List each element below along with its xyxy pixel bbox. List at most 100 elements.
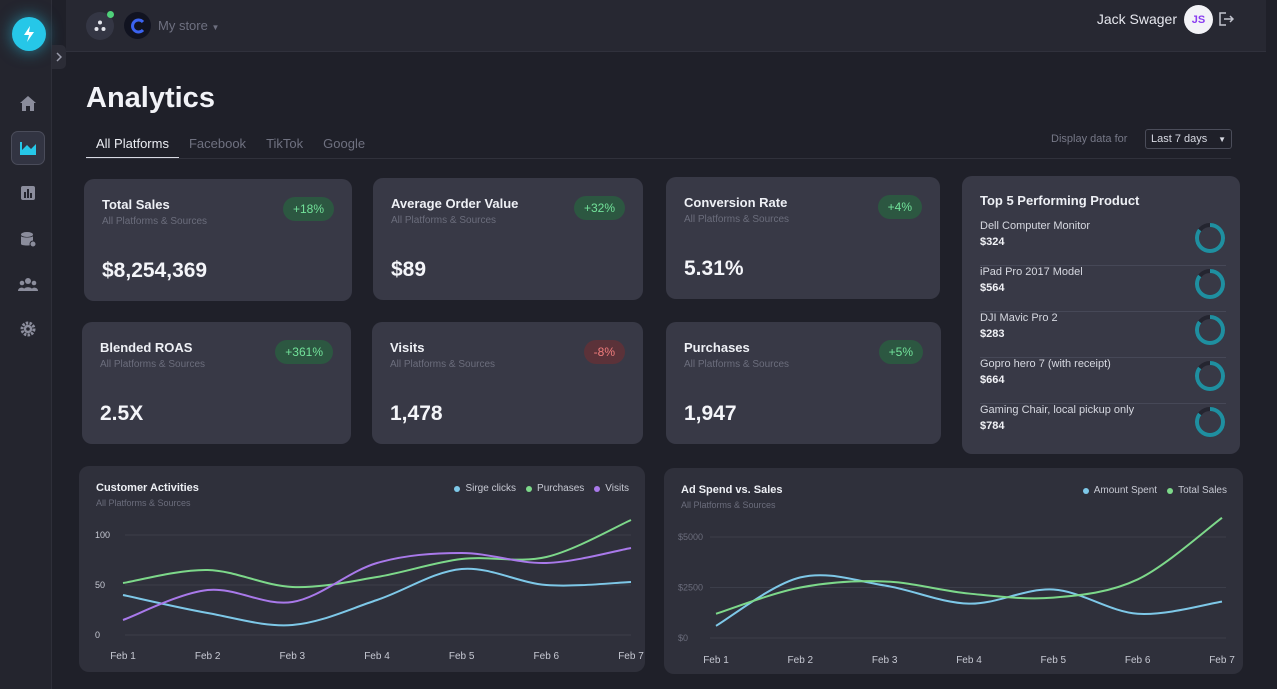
product-progress-ring [1195,407,1225,437]
product-price: $283 [980,328,1005,340]
product-name: Gaming Chair, local pickup only [980,404,1135,416]
legend-item: Sirge clicks [454,483,516,494]
top-products-card: Top 5 Performing Product Dell Computer M… [962,176,1240,454]
y-tick-label: 50 [95,580,105,590]
analytics-icon[interactable] [11,131,45,165]
kpi-value: 2.5X [100,402,144,425]
y-tick-label: 100 [95,530,110,540]
home-icon[interactable] [11,86,45,120]
product-name: iPad Pro 2017 Model [980,266,1083,278]
series-line [122,519,632,589]
kpi-change-badge: +4% [877,195,922,219]
x-tick-label: Feb 5 [1041,655,1067,666]
kpi-card-conversion-rate: Conversion Rate All Platforms & Sources … [666,177,940,299]
kpi-title: Conversion Rate [684,195,788,210]
chevron-down-icon: ▼ [211,23,220,32]
chart-legend: Sirge clicks Purchases Visits [444,483,629,494]
ring-fill [1195,407,1225,437]
product-item[interactable]: Gaming Chair, local pickup only $784 [980,404,1226,450]
tab-tiktok[interactable]: TikTok [266,136,304,151]
kpi-subtitle: All Platforms & Sources [684,359,790,370]
product-progress-ring [1195,223,1225,253]
x-tick-label: Feb 5 [449,651,475,662]
product-name: Gopro hero 7 (with receipt) [980,358,1111,370]
ring-fill [1195,223,1225,253]
legend-label: Visits [605,483,629,494]
kpi-card-total-sales: Total Sales All Platforms & Sources +18%… [84,179,352,301]
kpi-card-visits: Visits All Platforms & Sources -8% 1,478 [372,322,643,444]
tabs-divider [86,158,1231,159]
chevron-right-icon[interactable] [52,45,66,69]
x-tick-label: Feb 6 [534,651,560,662]
x-tick-label: Feb 1 [703,655,729,666]
x-tick-label: Feb 1 [110,651,136,662]
product-item[interactable]: DJI Mavic Pro 2 $283 [980,312,1226,358]
product-name: Dell Computer Monitor [980,220,1091,232]
product-item[interactable]: Dell Computer Monitor $324 [980,220,1226,266]
legend-label: Purchases [537,483,585,494]
legend-label: Total Sales [1178,485,1227,496]
kpi-change-badge: +361% [275,340,333,364]
date-range-value: Last 7 days [1151,133,1208,145]
kpi-subtitle: All Platforms & Sources [391,215,497,226]
logout-icon[interactable] [1216,9,1236,29]
product-item[interactable]: Gopro hero 7 (with receipt) $664 [980,358,1226,404]
product-progress-ring [1195,361,1225,391]
top-products-title: Top 5 Performing Product [980,193,1140,208]
kpi-value: 1,947 [684,402,737,425]
kpi-value: $8,254,369 [102,259,208,282]
top-bar: My store ▼ Jack Swager JS [66,0,1266,52]
product-progress-ring [1195,269,1225,299]
tab-all-platforms[interactable]: All Platforms [86,129,179,159]
database-icon[interactable] [11,222,45,256]
kpi-subtitle: All Platforms & Sources [102,216,208,227]
legend-dot [1082,487,1089,494]
legend-label: Amount Spent [1093,485,1158,496]
divider [980,265,1226,266]
ring-fill [1195,315,1225,345]
tab-google[interactable]: Google [323,136,366,151]
kpi-change-badge: +32% [573,196,625,220]
user-name: Jack Swager [1096,11,1177,27]
series-line [122,547,632,621]
tab-facebook[interactable]: Facebook [188,136,247,151]
chart-subtitle: All Platforms & Sources [681,500,776,510]
product-price: $564 [980,282,1005,294]
series-line [715,517,1223,615]
legend-dot [594,485,601,492]
lightning-icon[interactable] [12,17,46,51]
avatar[interactable]: JS [1184,5,1213,34]
display-data-label: Display data for [1051,133,1128,145]
bar-chart-icon[interactable] [11,176,45,210]
kpi-subtitle: All Platforms & Sources [100,359,206,370]
sidebar [0,0,52,689]
chart-subtitle: All Platforms & Sources [96,498,191,508]
legend-item: Visits [594,483,629,494]
ring-fill [1195,269,1225,299]
chart-legend: Amount Spent Total Sales [1073,485,1227,496]
series-line [715,574,1223,627]
x-tick-label: Feb 3 [280,651,306,662]
ad-spend-sales-chart-card: Ad Spend vs. Sales All Platforms & Sourc… [664,468,1243,674]
chevron-down-icon: ▼ [1218,134,1226,144]
date-range-select[interactable]: Last 7 days ▼ [1145,129,1232,149]
y-tick-label: $5000 [678,532,703,542]
kpi-title: Blended ROAS [100,340,193,355]
legend-item: Purchases [526,483,584,494]
kpi-title: Visits [390,340,425,355]
kpi-value: $89 [391,258,427,281]
kpi-card-purchases: Purchases All Platforms & Sources +5% 1,… [666,322,941,444]
legend-item: Amount Spent [1082,485,1158,496]
product-price: $784 [980,420,1005,432]
team-icon[interactable] [11,267,45,301]
y-tick-label: $0 [678,633,688,643]
store-selector[interactable]: My store ▼ [158,18,219,33]
x-tick-label: Feb 4 [956,655,982,666]
kpi-subtitle: All Platforms & Sources [390,359,496,370]
kpi-title: Purchases [684,340,750,355]
product-item[interactable]: iPad Pro 2017 Model $564 [980,266,1226,312]
gear-icon[interactable] [11,312,45,346]
y-tick-label: 0 [95,630,100,640]
divider [980,403,1226,404]
legend-label: Sirge clicks [465,483,517,494]
